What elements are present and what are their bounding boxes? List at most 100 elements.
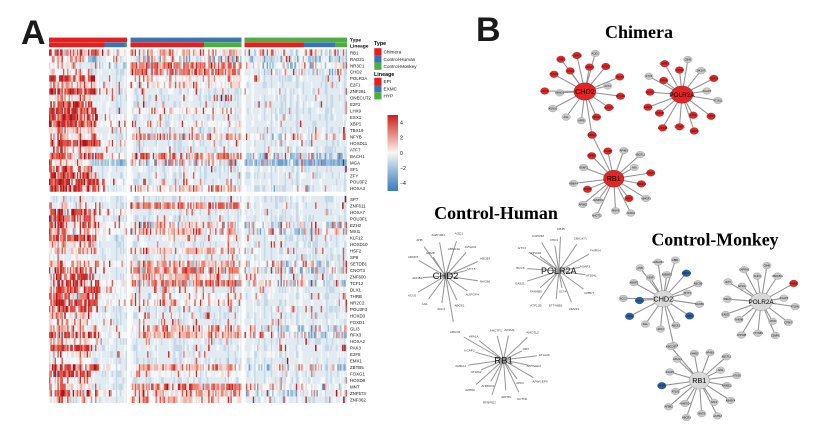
svg-text:AP4M1: AP4M1 — [504, 328, 514, 332]
svg-text:MYC16: MYC16 — [616, 94, 625, 98]
svg-text:ATP13B: ATP13B — [530, 303, 541, 307]
svg-text:E2F1: E2F1 — [350, 83, 361, 88]
svg-text:MXI1: MXI1 — [350, 229, 361, 234]
svg-text:ANB: ANB — [637, 266, 643, 270]
svg-text:NFYB: NFYB — [350, 134, 362, 139]
svg-text:ABCB9: ABCB9 — [480, 256, 490, 260]
svg-text:NR3C1: NR3C1 — [350, 63, 365, 68]
svg-text:ABCE1: ABCE1 — [454, 303, 464, 307]
svg-text:ALBH1B1: ALBH1B1 — [571, 53, 583, 57]
svg-text:EA821: EA821 — [644, 105, 652, 109]
svg-text:ATA26: ATA26 — [647, 171, 655, 175]
svg-text:ABCC8: ABCC8 — [450, 330, 461, 334]
svg-text:AT164L: AT164L — [791, 305, 800, 309]
svg-text:ABND1: ABND1 — [555, 91, 564, 95]
svg-text:ABHP5: ABHP5 — [630, 281, 639, 285]
svg-text:AFWGEP9: AFWGEP9 — [532, 380, 547, 384]
svg-text:ZBTB5: ZBTB5 — [350, 365, 364, 370]
svg-text:AKF2: AKF2 — [711, 400, 718, 404]
svg-text:CHD1: CHD1 — [550, 238, 559, 242]
svg-text:FOXG1: FOXG1 — [350, 372, 365, 377]
svg-text:AIN4: AIN4 — [718, 368, 724, 372]
svg-text:CBK1K7L: CBK1K7L — [574, 236, 588, 240]
svg-text:HOXD8: HOXD8 — [350, 378, 366, 383]
svg-text:AHCTF1: AHCTF1 — [490, 329, 502, 333]
svg-text:KEN25: KEN25 — [690, 129, 699, 133]
svg-text:CTTN8N: CTTN8N — [753, 331, 763, 335]
svg-text:ZNF281: ZNF281 — [350, 89, 366, 94]
svg-text:ATN6: ATN6 — [690, 113, 697, 117]
svg-text:AB4SF2: AB4SF2 — [636, 182, 646, 186]
svg-text:CP6F1: CP6F1 — [707, 114, 716, 118]
svg-text:THRB: THRB — [350, 294, 362, 299]
svg-text:APHA4: APHA4 — [673, 357, 682, 361]
svg-text:ABCC4: ABCC4 — [588, 133, 597, 137]
svg-text:Type: Type — [374, 41, 386, 47]
svg-text:FAIB4: FAIB4 — [790, 281, 798, 285]
svg-text:ACTR2: ACTR2 — [713, 414, 722, 418]
svg-text:EA821: EA821 — [515, 282, 525, 286]
svg-text:CBK1A7L: CBK1A7L — [695, 69, 707, 73]
svg-text:AVN6: AVN6 — [636, 298, 643, 302]
svg-text:LHX9: LHX9 — [350, 109, 362, 114]
svg-text:ABHGEF2: ABHGEF2 — [526, 364, 541, 368]
svg-text:AP4B1: AP4B1 — [706, 351, 715, 355]
svg-text:POU3F2: POU3F2 — [350, 180, 368, 185]
svg-text:HOXA7: HOXA7 — [350, 210, 365, 215]
svg-text:MNT5: MNT5 — [698, 412, 706, 416]
svg-text:MNV5: MNV5 — [612, 209, 620, 213]
svg-text:AHM8O3: AHM8O3 — [593, 198, 604, 202]
svg-text:AOD1: AOD1 — [592, 51, 600, 55]
svg-text:IET3: IET3 — [725, 280, 731, 284]
svg-text:ESX1: ESX1 — [350, 115, 362, 120]
svg-text:POLR2A: POLR2A — [350, 76, 367, 81]
svg-text:Chimera: Chimera — [605, 22, 673, 42]
svg-text:CHD2: CHD2 — [350, 70, 363, 75]
svg-text:CPBF7: CPBF7 — [584, 291, 594, 295]
svg-text:BCC6: BCC6 — [516, 266, 525, 270]
svg-text:−2: −2 — [400, 166, 406, 172]
svg-text:POU3F3: POU3F3 — [350, 307, 368, 312]
svg-text:CEMPL: CEMPL — [569, 307, 580, 311]
svg-text:NRX: NRX — [523, 347, 530, 351]
svg-text:NACB6: NACB6 — [480, 280, 491, 284]
svg-text:MYT5: MYT5 — [467, 267, 476, 271]
svg-text:POLR2A: POLR2A — [748, 299, 774, 306]
svg-text:ZNF362: ZNF362 — [350, 397, 366, 402]
svg-text:ATP13B: ATP13B — [658, 126, 668, 130]
svg-text:APB02: APB02 — [465, 388, 475, 392]
svg-text:EXMC: EXMC — [384, 86, 398, 91]
svg-text:Lineage: Lineage — [374, 72, 394, 78]
svg-text:AOD1: AOD1 — [455, 231, 464, 235]
svg-text:ZFY: ZFY — [350, 173, 358, 178]
svg-text:ACU5: ACU5 — [408, 294, 417, 298]
svg-text:RB1: RB1 — [607, 174, 621, 183]
svg-text:ASAP2: ASAP2 — [579, 165, 588, 169]
svg-text:AB4SF3: AB4SF3 — [641, 196, 651, 200]
svg-text:SF1: SF1 — [350, 167, 359, 172]
svg-text:ZNF611: ZNF611 — [350, 203, 366, 208]
svg-text:AT164L: AT164L — [586, 274, 597, 278]
svg-text:ABCB9: ABCB9 — [694, 282, 703, 286]
svg-text:KLF12: KLF12 — [350, 236, 363, 241]
svg-text:BCC6: BCC6 — [647, 90, 654, 94]
svg-text:AMDA4: AMDA4 — [455, 364, 466, 368]
svg-text:ATF7: ATF7 — [350, 147, 361, 152]
svg-text:AH4B2: AH4B2 — [690, 351, 699, 355]
svg-text:AW4B21: AW4B21 — [722, 383, 733, 387]
svg-text:2: 2 — [400, 136, 403, 142]
svg-text:ACTN2: ACTN2 — [517, 397, 527, 401]
svg-text:ETTN8B2: ETTN8B2 — [549, 303, 563, 307]
svg-text:ABB1: ABB1 — [672, 258, 679, 262]
svg-text:RAD21: RAD21 — [350, 57, 365, 62]
svg-text:CTTN8P2: CTTN8P2 — [674, 125, 686, 129]
svg-text:0: 0 — [400, 151, 403, 157]
svg-text:AHM7624: AHM7624 — [679, 401, 691, 405]
svg-text:EPI: EPI — [384, 79, 392, 84]
svg-text:AMOTL2: AMOTL2 — [526, 331, 539, 335]
svg-text:S1T4: S1T4 — [559, 290, 567, 294]
svg-text:MGA: MGA — [350, 160, 360, 165]
svg-text:ASAP5: ASAP5 — [666, 370, 675, 374]
svg-text:CBK1B1L: CBK1B1L — [772, 274, 784, 278]
svg-text:AFB1: AFB1 — [686, 314, 693, 318]
